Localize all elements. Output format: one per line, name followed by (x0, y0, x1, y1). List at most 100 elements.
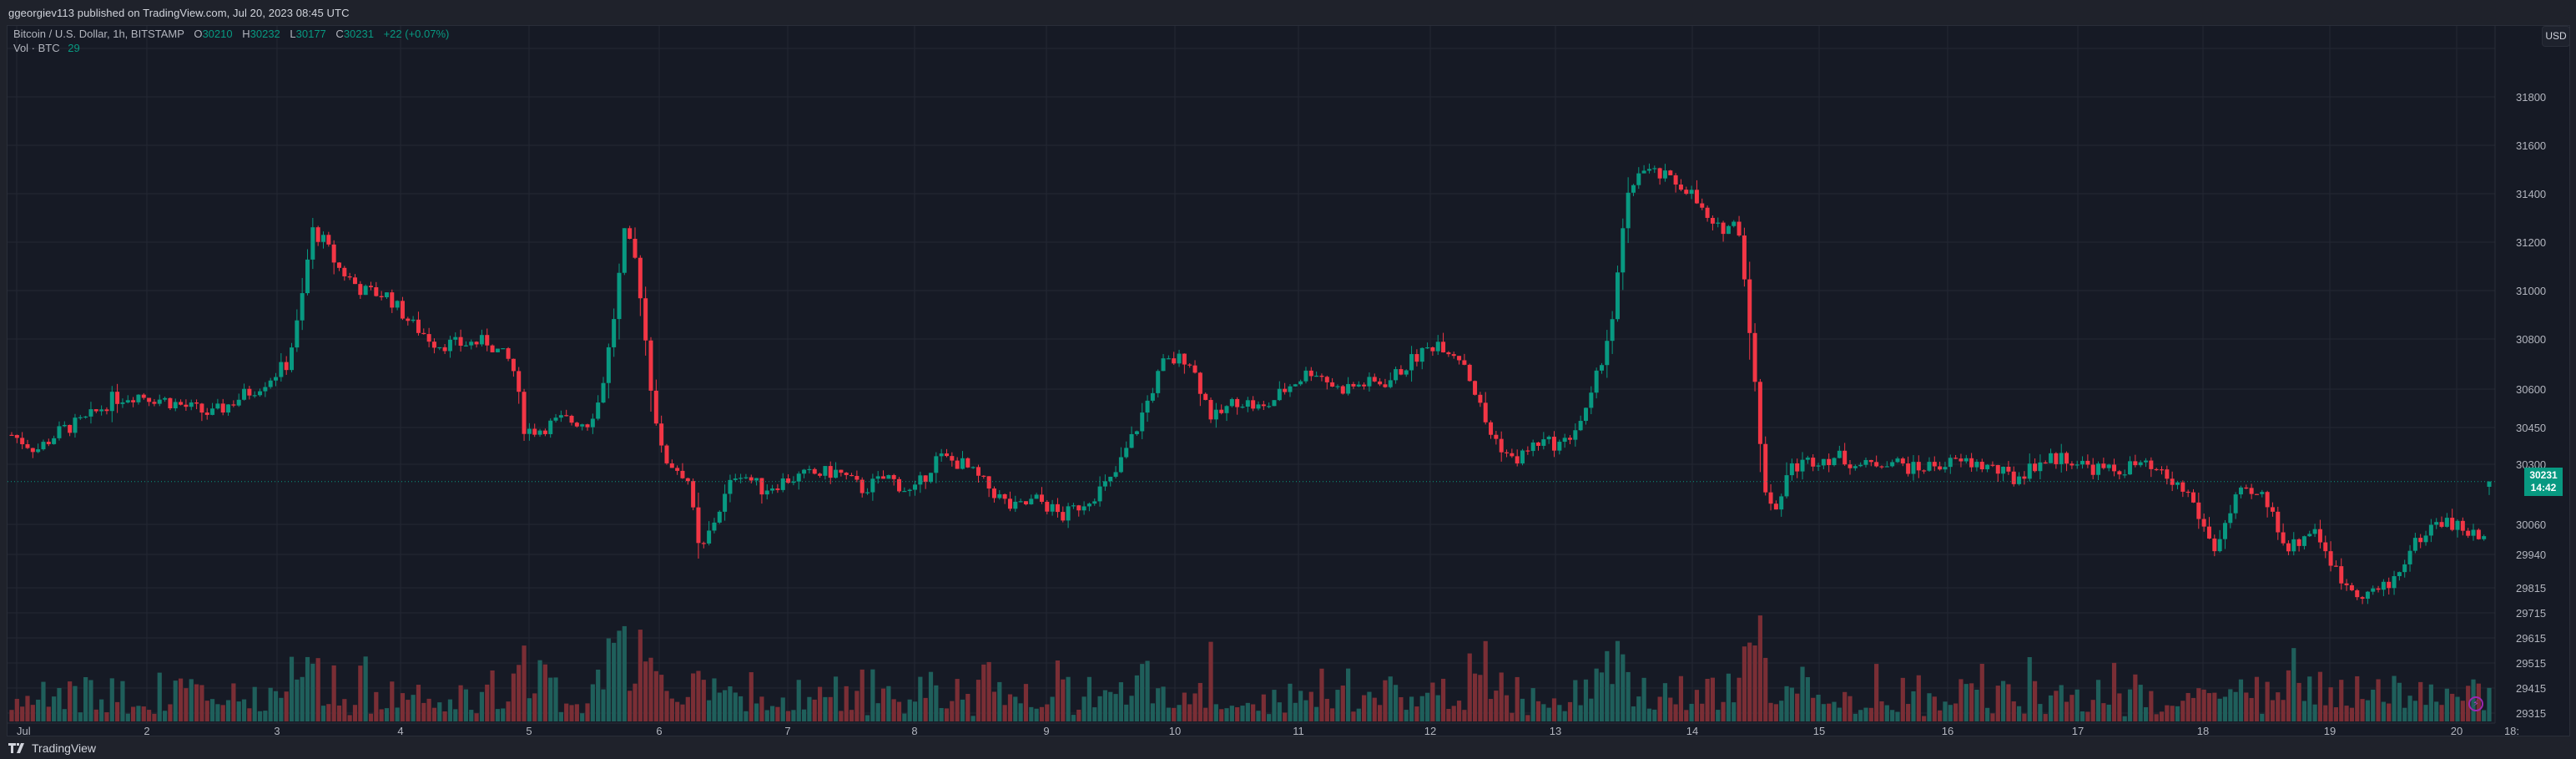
candle (73, 417, 78, 433)
candle (907, 489, 912, 492)
candle (1435, 342, 1440, 352)
volume-bar (36, 699, 41, 721)
candle (997, 493, 1002, 498)
volume-bar (2149, 691, 2154, 721)
candle (1573, 430, 1578, 440)
symbol-title[interactable]: Bitcoin / U.S. Dollar, 1h, BITSTAMP (13, 28, 184, 40)
volume-bar (1583, 679, 1589, 721)
volume-bar (1551, 698, 1557, 721)
volume-bar (1884, 705, 1889, 721)
candle (839, 469, 844, 473)
volume-bar (83, 676, 88, 721)
candle (1039, 494, 1044, 502)
candle (152, 402, 157, 404)
volume-bar (1784, 686, 1789, 721)
low-value: 30177 (295, 28, 326, 40)
candle (46, 442, 51, 444)
volume-bar (1890, 710, 1895, 721)
candle (374, 286, 379, 296)
volume-bar (2222, 696, 2228, 721)
alert-lightning-icon[interactable]: ⚡ (2468, 696, 2483, 711)
volume-bar (1800, 666, 1805, 721)
candle (1546, 437, 1551, 440)
chart-pane[interactable] (7, 25, 2570, 736)
candle (2360, 597, 2365, 600)
volume-bar (1362, 695, 1367, 721)
volume-bar (522, 645, 527, 721)
volume-bar (1430, 682, 1435, 721)
footer: TradingView (8, 740, 96, 756)
volume-bar (638, 630, 643, 721)
price-axis-label: 31400 (2516, 188, 2546, 200)
volume-bar (1657, 696, 1662, 721)
candle (2328, 551, 2333, 566)
candle (1800, 459, 1805, 472)
volume-bar (1567, 701, 1573, 721)
candle (14, 434, 19, 438)
candle (437, 347, 442, 349)
candle (1964, 458, 1969, 462)
candle (1494, 434, 1499, 439)
candle (558, 415, 563, 418)
volume-bar (1007, 694, 1013, 721)
volume-bar (2165, 705, 2170, 721)
time-axis-label: 5 (526, 725, 532, 737)
candle (9, 434, 14, 436)
volume-bar (1235, 707, 1240, 721)
price-axis-label: 29415 (2516, 682, 2546, 695)
candle (2154, 468, 2159, 471)
candle (870, 478, 875, 493)
volume-bar (960, 699, 965, 721)
volume-bar (1156, 688, 1161, 721)
candle (1002, 493, 1007, 499)
candle (310, 227, 315, 260)
candle (2090, 464, 2095, 475)
volume-bar (2312, 704, 2317, 721)
volume-bar (511, 673, 516, 721)
volume-bar (2460, 701, 2465, 721)
volume-bar (612, 642, 617, 721)
volume-bar (796, 680, 801, 721)
candle (918, 475, 923, 485)
candle (812, 468, 817, 474)
volume-bar (532, 693, 537, 721)
volume-bar (1837, 707, 1842, 721)
candle (1351, 383, 1356, 387)
candle (179, 402, 184, 405)
volume-bar (1346, 668, 1351, 721)
volume-bar (1752, 645, 1757, 721)
candle (791, 481, 796, 483)
candle (78, 417, 83, 418)
candle (1383, 384, 1388, 387)
candle (1837, 450, 1842, 458)
volume-bar (2117, 693, 2122, 721)
volume-bar (1985, 707, 1990, 721)
candle (416, 319, 421, 333)
candle (1192, 365, 1197, 373)
volume-bar (1710, 677, 1716, 721)
currency-button[interactable]: USD (2542, 26, 2570, 47)
candle (1182, 353, 1187, 365)
candle (1805, 458, 1810, 460)
volume-row: Vol · BTC 29 (13, 41, 449, 55)
volume-label[interactable]: Vol · BTC (13, 42, 60, 54)
candle (2038, 462, 2043, 472)
candle (1483, 402, 1488, 423)
candle (780, 478, 785, 490)
volume-bar (99, 699, 104, 721)
volume-bar (970, 716, 975, 721)
volume-bar (1546, 707, 1551, 721)
volume-bar (1288, 683, 1293, 721)
candle (1589, 392, 1594, 408)
candle (2460, 520, 2465, 531)
candle (2122, 474, 2127, 476)
candle (1478, 394, 1483, 403)
candle (2444, 518, 2449, 527)
candle (891, 474, 896, 479)
volume-bar (2349, 707, 2355, 721)
candle (1652, 168, 1657, 170)
volume-bar (1066, 676, 1071, 721)
candle (25, 444, 30, 448)
volume-bar (1409, 696, 1414, 721)
